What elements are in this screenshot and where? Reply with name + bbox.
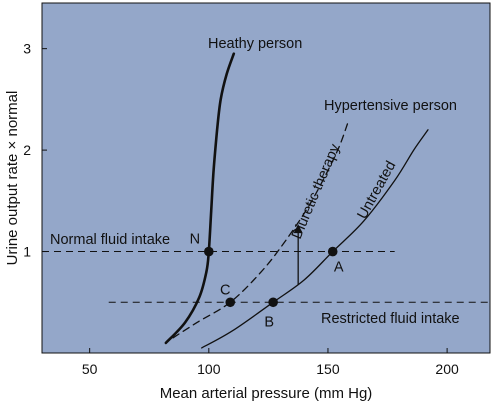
arrow-group (293, 224, 303, 286)
points: N A B C (190, 232, 344, 331)
arrow-head (293, 224, 303, 234)
series-line-0 (164, 52, 236, 345)
plot-area (41, 2, 491, 354)
x-tick-label: 200 (435, 361, 459, 377)
point-A (327, 246, 338, 257)
point-label-N: N (190, 232, 200, 248)
point-label-B: B (264, 314, 274, 330)
point-label-A: A (334, 260, 344, 276)
ref-label-restricted: Restricted fluid intake (321, 311, 460, 327)
x-tick-label: 50 (82, 361, 98, 377)
series-label-healthy: Heathy person (208, 36, 302, 52)
point-B (268, 297, 278, 308)
y-tick-label: 3 (23, 41, 31, 57)
point-label-C: C (220, 282, 230, 298)
x-axis-label: Mean arterial pressure (mm Hg) (160, 385, 373, 402)
point-N (204, 246, 214, 257)
series-line-2 (172, 121, 349, 339)
x-tick-label: 100 (197, 361, 221, 377)
y-axis-label: Urine output rate × normal (4, 91, 21, 266)
x-tick-label: 150 (316, 361, 340, 377)
annotation-hypertensive: Hypertensive person (324, 98, 457, 114)
y-tick-label: 1 (23, 244, 31, 260)
ticks: 50 100 150 200 1 2 3 (23, 41, 459, 377)
ref-label-normal: Normal fluid intake (50, 232, 170, 248)
point-C (225, 297, 236, 308)
y-tick-label: 2 (23, 142, 31, 158)
